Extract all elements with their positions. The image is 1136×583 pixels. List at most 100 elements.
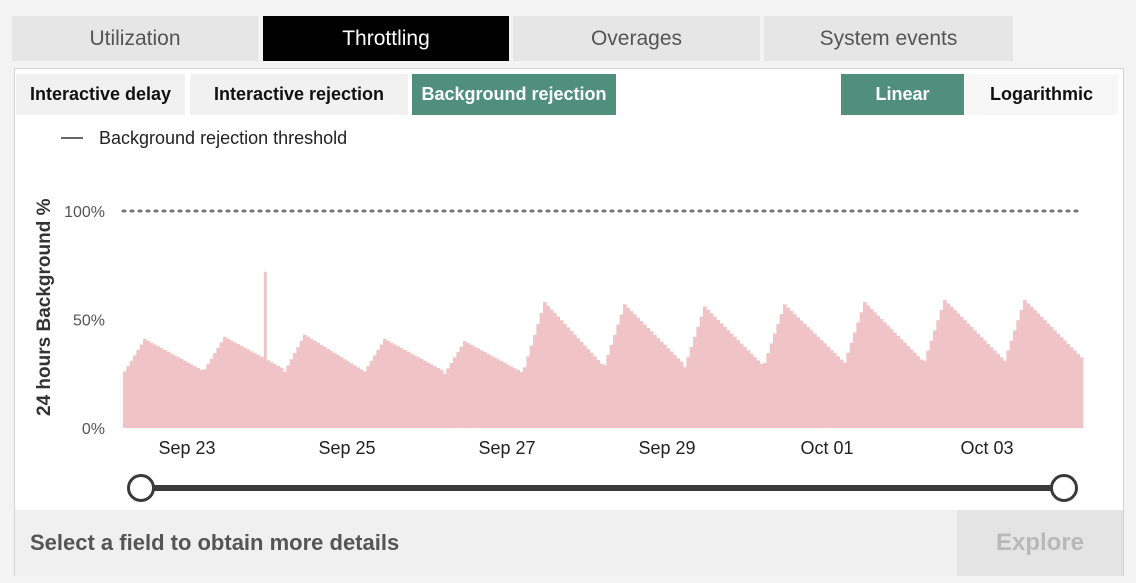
- chart-bar: [699, 316, 704, 428]
- chart-bar: [386, 340, 391, 428]
- subtab-interactive-delay[interactable]: Interactive delay: [16, 74, 185, 115]
- chart-bar: [946, 303, 951, 428]
- chart-bar: [549, 309, 554, 428]
- chart-bar: [1063, 340, 1067, 428]
- chart-bar: [909, 349, 914, 428]
- chart-bar: [426, 362, 431, 428]
- tab-system-events[interactable]: System events: [764, 16, 1013, 61]
- chart-bar: [273, 363, 277, 428]
- chart-bar: [459, 346, 464, 429]
- chart-bar: [579, 341, 584, 428]
- chart-bar: [293, 353, 297, 428]
- chart-bar: [533, 334, 537, 428]
- chart-bar: [133, 355, 137, 428]
- chart-bar: [696, 326, 701, 428]
- chart-bar: [229, 340, 234, 428]
- chart-bar: [763, 362, 767, 428]
- chart-bar: [123, 371, 127, 428]
- date-range-end-handle[interactable]: [1050, 474, 1078, 502]
- explore-button[interactable]: Explore: [957, 510, 1123, 576]
- chart-bar: [703, 306, 707, 428]
- chart-bar: [866, 305, 871, 428]
- chart-bar: [956, 313, 961, 428]
- chart-bar: [243, 347, 247, 428]
- chart-bar: [323, 346, 327, 428]
- subtab-interactive-rejection[interactable]: Interactive rejection: [190, 74, 408, 115]
- chart-bar: [1006, 350, 1011, 428]
- chart-bar: [1039, 316, 1044, 428]
- chart-bar: [609, 344, 614, 428]
- chart-bar: [333, 353, 337, 428]
- chart-bar: [186, 362, 191, 428]
- scale-linear-button[interactable]: Linear: [841, 74, 964, 115]
- tab-overages[interactable]: Overages: [513, 16, 760, 61]
- chart-bar: [129, 360, 134, 428]
- chart-bar: [559, 320, 564, 428]
- x-tick-label: Sep 23: [158, 438, 215, 458]
- chart-bar: [913, 352, 917, 428]
- chart-bar: [736, 340, 741, 428]
- chart-bar: [829, 349, 834, 428]
- x-tick-label: Sep 29: [638, 438, 695, 458]
- chart-bar: [286, 365, 291, 428]
- scale-logarithmic-button[interactable]: Logarithmic: [965, 74, 1118, 115]
- chart-bar: [316, 342, 321, 428]
- chart-bar: [963, 320, 967, 428]
- chart-bar: [436, 367, 441, 428]
- chart-bar: [269, 362, 274, 428]
- chart-bar: [563, 323, 567, 428]
- chart-bar: [666, 348, 671, 428]
- x-tick-label: Oct 03: [960, 438, 1013, 458]
- chart-bar: [883, 322, 887, 428]
- chart-bar: [1043, 320, 1047, 428]
- chart-bar: [509, 366, 514, 428]
- chart-bar: [593, 356, 597, 428]
- chart-bar: [503, 362, 507, 428]
- chart-bar: [906, 346, 911, 428]
- chart-bar: [209, 358, 214, 428]
- chart-bar: [833, 353, 837, 428]
- chart-bar: [1013, 330, 1017, 428]
- chart-bar: [706, 309, 711, 428]
- chart-bar: [479, 350, 484, 428]
- chart-bar: [423, 360, 427, 428]
- chart-bar: [643, 324, 647, 428]
- chart-bar: [249, 351, 254, 428]
- chart-bar: [296, 346, 301, 428]
- chart-bar: [1046, 323, 1051, 428]
- chart-bar: [189, 364, 194, 428]
- chart-bar: [546, 305, 551, 428]
- tab-throttling[interactable]: Throttling: [263, 16, 509, 61]
- chart-spike-bar: [263, 271, 267, 428]
- chart-bar: [996, 353, 1001, 428]
- chart-bar: [203, 369, 207, 428]
- date-range-slider-track[interactable]: [141, 485, 1065, 491]
- chart-bar: [693, 336, 697, 428]
- details-bar: Select a field to obtain more details Ex…: [15, 510, 1123, 576]
- chart-bar: [383, 339, 387, 428]
- chart-bar: [1009, 340, 1014, 428]
- chart-bar: [863, 302, 867, 428]
- chart-bar: [556, 316, 561, 428]
- subtab-background-rejection[interactable]: Background rejection: [412, 74, 616, 115]
- chart-bar: [373, 355, 377, 428]
- chart-bar: [583, 345, 587, 428]
- chart-bar: [816, 336, 821, 428]
- chart-bar: [823, 343, 827, 428]
- chart-bar: [716, 319, 721, 428]
- chart-bar: [776, 323, 781, 428]
- chart-bar: [1073, 350, 1077, 428]
- chart-bar: [613, 334, 617, 428]
- chart-bar: [429, 364, 434, 428]
- chart-bar: [733, 336, 737, 428]
- chart-bar: [826, 346, 831, 429]
- chart-bar: [786, 307, 791, 428]
- chart-bar: [606, 354, 611, 428]
- tab-utilization[interactable]: Utilization: [12, 16, 258, 61]
- chart-bar: [889, 329, 894, 428]
- date-range-start-handle[interactable]: [127, 474, 155, 502]
- chart-bar: [216, 347, 221, 428]
- chart-bar: [759, 363, 764, 428]
- chart-bar: [179, 358, 184, 428]
- chart-bar: [959, 316, 964, 428]
